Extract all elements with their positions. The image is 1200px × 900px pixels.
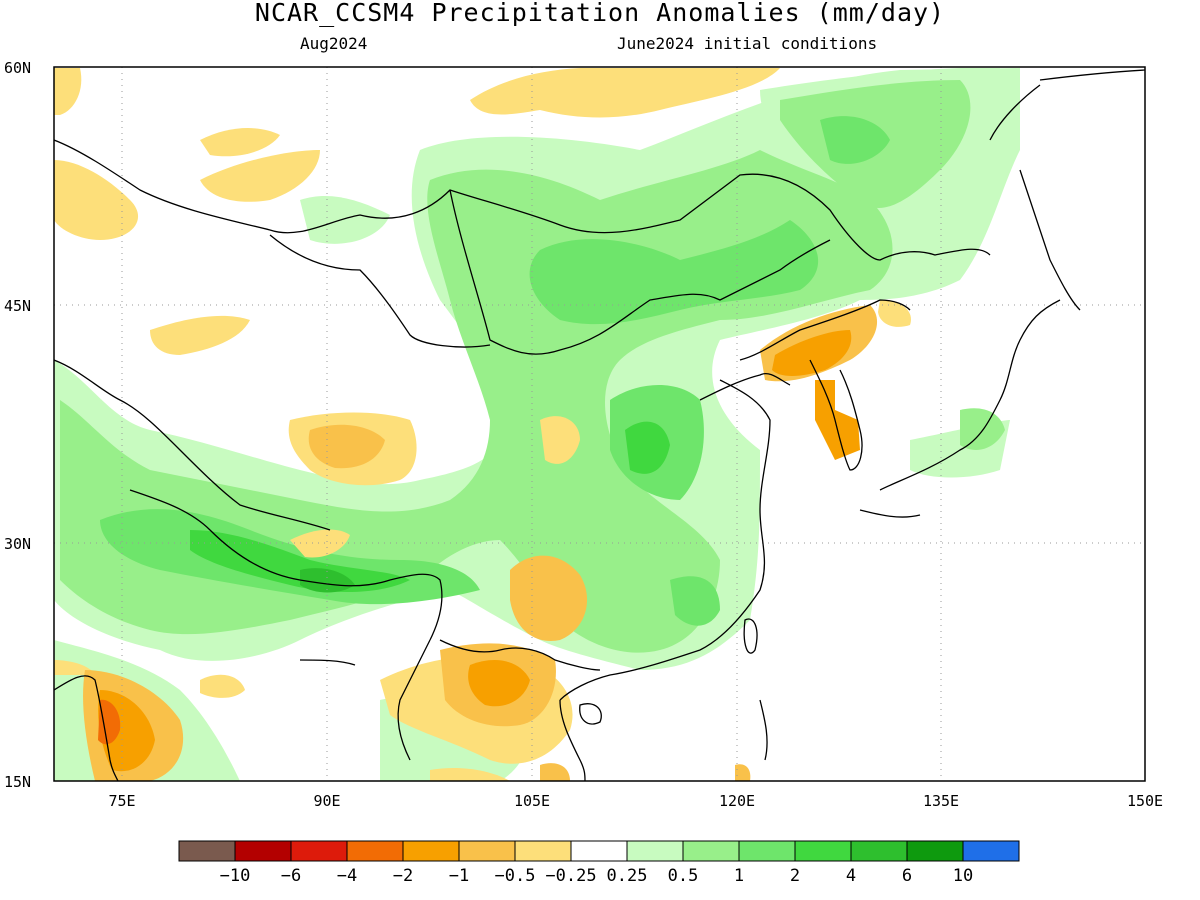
lon-label-120e: 120E — [719, 792, 755, 810]
colorbar: −10 −6 −4 −2 −1 −0.5 −0.25 0.25 0.5 1 2 4 6 10 — [178, 840, 1020, 886]
colorbar-swatch — [514, 840, 572, 862]
map-frame — [53, 66, 1146, 782]
colorbar-swatch — [402, 840, 460, 862]
anomaly-region — [54, 660, 95, 675]
anomaly-region — [308, 424, 385, 469]
anomaly-region — [510, 555, 588, 641]
colorbar-swatch — [458, 840, 516, 862]
longitude-labels: 75E 90E 105E 120E 135E 150E — [108, 792, 1163, 810]
anomaly-region — [300, 195, 390, 244]
colorbar-swatch — [738, 840, 796, 862]
colorbar-label: 6 — [902, 866, 912, 886]
anomaly-region — [960, 408, 1005, 450]
anomaly-region — [468, 660, 530, 707]
colorbar-label: −0.25 — [545, 866, 596, 886]
colorbar-swatch — [570, 840, 628, 862]
anomaly-region — [430, 768, 510, 781]
colorbar-swatch — [794, 840, 852, 862]
anomaly-region — [54, 68, 82, 115]
anomaly-region — [200, 674, 245, 698]
anomaly-region — [150, 315, 250, 355]
colorbar-label: −1 — [449, 866, 469, 886]
anomaly-region — [54, 160, 139, 240]
anomaly-region — [540, 763, 570, 781]
colorbar-label: 10 — [953, 866, 973, 886]
colorbar-label: −0.5 — [495, 866, 536, 886]
colorbar-label: −6 — [281, 866, 301, 886]
lat-label-30n: 30N — [4, 535, 31, 553]
anomaly-region — [200, 150, 320, 202]
anomaly-region — [470, 68, 780, 118]
anomaly-region — [815, 380, 860, 460]
anomaly-region — [190, 530, 410, 592]
colorbar-swatch — [346, 840, 404, 862]
colorbar-label: −10 — [220, 866, 251, 886]
anomaly-region — [300, 568, 355, 593]
latitude-labels: 60N 45N 30N 15N — [4, 59, 31, 791]
anomaly-region — [625, 421, 670, 474]
anomaly-region — [98, 699, 121, 745]
colorbar-swatch — [290, 840, 348, 862]
anomaly-region — [772, 330, 852, 376]
colorbar-swatch — [682, 840, 740, 862]
lat-label-45n: 45N — [4, 297, 31, 315]
colorbar-label: −4 — [337, 866, 357, 886]
colorbar-label: −2 — [393, 866, 413, 886]
colorbar-label: 4 — [846, 866, 856, 886]
valid-month-label: Aug2024 — [300, 34, 368, 53]
colorbar-label: 0.5 — [668, 866, 699, 886]
colorbar-swatch — [906, 840, 964, 862]
anomaly-region — [529, 220, 819, 325]
anomaly-region — [878, 300, 911, 327]
lat-label-15n: 15N — [4, 773, 31, 791]
anomaly-region — [540, 416, 580, 464]
colorbar-swatch — [178, 840, 236, 862]
colorbar-label: 1 — [734, 866, 744, 886]
anomaly-region — [820, 116, 890, 164]
anomaly-region — [670, 576, 720, 626]
initial-conditions-label: June2024 initial conditions — [617, 34, 878, 53]
map-title: NCAR_CCSM4 Precipitation Anomalies (mm/d… — [254, 0, 946, 27]
colorbar-swatch — [962, 840, 1020, 862]
graticule — [54, 67, 1145, 781]
anomaly-region — [735, 764, 751, 781]
lon-label-75e: 75E — [108, 792, 135, 810]
anomaly-region — [200, 128, 280, 157]
lon-label-105e: 105E — [514, 792, 550, 810]
colorbar-label: 0.25 — [607, 866, 648, 886]
lon-label-90e: 90E — [313, 792, 340, 810]
colorbar-swatch — [234, 840, 292, 862]
anomaly-region — [290, 529, 350, 558]
colorbar-swatch — [626, 840, 684, 862]
coastlines-and-borders — [54, 69, 1145, 781]
colorbar-label: 2 — [790, 866, 800, 886]
lon-label-150e: 150E — [1127, 792, 1163, 810]
lon-label-135e: 135E — [923, 792, 959, 810]
anomaly-shading — [54, 68, 1020, 781]
lat-label-60n: 60N — [4, 59, 31, 77]
colorbar-swatch — [850, 840, 908, 862]
